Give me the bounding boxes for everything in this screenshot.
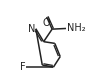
Text: N: N [28,24,35,34]
Text: NH₂: NH₂ [66,23,85,33]
Text: O: O [42,18,50,28]
Text: F: F [20,62,25,72]
